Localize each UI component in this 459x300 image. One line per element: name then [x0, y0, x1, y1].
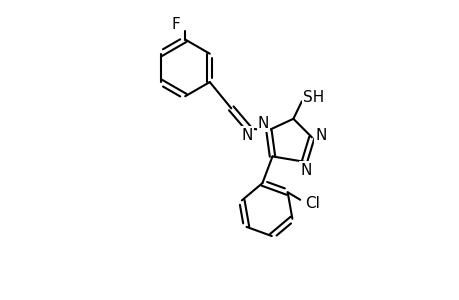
Text: N: N: [300, 163, 311, 178]
Text: N: N: [257, 116, 269, 131]
Text: F: F: [171, 17, 179, 32]
Text: N: N: [241, 128, 252, 143]
Text: SH: SH: [302, 90, 324, 105]
Text: N: N: [314, 128, 326, 143]
Text: Cl: Cl: [305, 196, 319, 211]
